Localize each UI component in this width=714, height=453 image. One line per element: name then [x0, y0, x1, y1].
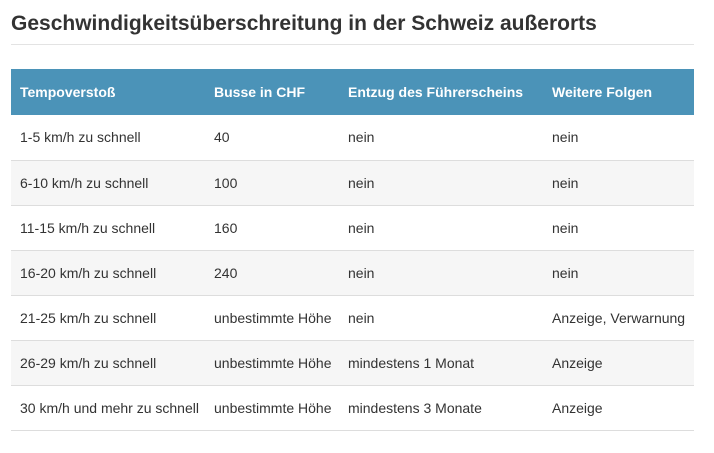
table-row: 16-20 km/h zu schnell 240 nein nein: [11, 250, 694, 296]
table-row: 6-10 km/h zu schnell 100 nein nein: [11, 160, 694, 206]
cell-license-withdrawal: nein: [339, 250, 543, 296]
table-row: 26-29 km/h zu schnell unbestimmte Höhe m…: [11, 340, 694, 386]
cell-speed-violation: 26-29 km/h zu schnell: [11, 340, 205, 386]
title-divider: [11, 44, 694, 45]
cell-fine: 40: [205, 115, 339, 161]
cell-speed-violation: 16-20 km/h zu schnell: [11, 250, 205, 296]
cell-fine: unbestimmte Höhe: [205, 340, 339, 386]
cell-further-consequences: nein: [543, 115, 694, 161]
cell-further-consequences: nein: [543, 205, 694, 251]
cell-speed-violation: 30 km/h und mehr zu schnell: [11, 385, 205, 431]
cell-license-withdrawal: nein: [339, 295, 543, 341]
cell-fine: 100: [205, 160, 339, 206]
table-row: 21-25 km/h zu schnell unbestimmte Höhe n…: [11, 295, 694, 341]
cell-license-withdrawal: nein: [339, 115, 543, 161]
cell-further-consequences: nein: [543, 250, 694, 296]
cell-license-withdrawal: mindestens 3 Monate: [339, 385, 543, 431]
cell-speed-violation: 21-25 km/h zu schnell: [11, 295, 205, 341]
speeding-fines-table: Tempoverstoß Busse in CHF Entzug des Füh…: [11, 69, 694, 431]
table-row: 11-15 km/h zu schnell 160 nein nein: [11, 205, 694, 251]
cell-fine: unbestimmte Höhe: [205, 295, 339, 341]
cell-further-consequences: nein: [543, 160, 694, 206]
page-title: Geschwindigkeitsüberschreitung in der Sc…: [11, 12, 597, 35]
cell-speed-violation: 1-5 km/h zu schnell: [11, 115, 205, 161]
cell-fine: unbestimmte Höhe: [205, 385, 339, 431]
header-fine-chf: Busse in CHF: [205, 69, 339, 115]
cell-speed-violation: 6-10 km/h zu schnell: [11, 160, 205, 206]
table-row: 30 km/h und mehr zu schnell unbestimmte …: [11, 385, 694, 431]
cell-license-withdrawal: nein: [339, 160, 543, 206]
cell-fine: 160: [205, 205, 339, 251]
cell-speed-violation: 11-15 km/h zu schnell: [11, 205, 205, 251]
cell-further-consequences: Anzeige, Verwarnung: [543, 295, 694, 341]
cell-fine: 240: [205, 250, 339, 296]
header-further-consequences: Weitere Folgen: [543, 69, 694, 115]
cell-license-withdrawal: mindestens 1 Monat: [339, 340, 543, 386]
cell-license-withdrawal: nein: [339, 205, 543, 251]
header-license-withdrawal: Entzug des Führerscheins: [339, 69, 543, 115]
cell-further-consequences: Anzeige: [543, 340, 694, 386]
table-header-row: Tempoverstoß Busse in CHF Entzug des Füh…: [11, 69, 694, 115]
cell-further-consequences: Anzeige: [543, 385, 694, 431]
table-row: 1-5 km/h zu schnell 40 nein nein: [11, 115, 694, 161]
header-speed-violation: Tempoverstoß: [11, 69, 205, 115]
